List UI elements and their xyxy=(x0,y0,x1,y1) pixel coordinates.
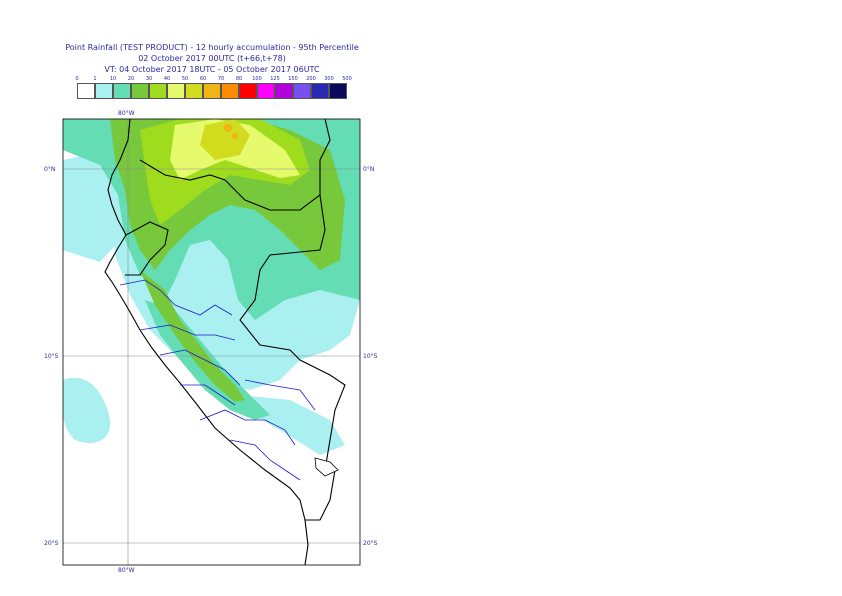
lat-label-left-20: 20°S xyxy=(44,540,59,547)
legend-threshold-label: 50 xyxy=(181,76,189,82)
legend-threshold-label: 150 xyxy=(288,76,298,82)
coastline xyxy=(104,119,309,565)
legend-threshold-label: 200 xyxy=(306,76,316,82)
region-line-4 xyxy=(180,384,236,406)
rain-land-south xyxy=(240,395,345,455)
legend-threshold-label: 80 xyxy=(235,76,243,82)
lat-label-right-20: 20°S xyxy=(363,540,378,547)
legend-swatch xyxy=(329,83,347,99)
legend-swatch xyxy=(275,83,293,99)
legend-threshold-label: 20 xyxy=(127,76,135,82)
legend-swatch xyxy=(239,83,257,99)
legend-swatch xyxy=(95,83,113,99)
rain-band-60 xyxy=(224,124,232,132)
region-line-2 xyxy=(139,324,236,341)
region-line-5 xyxy=(199,409,296,446)
validity-time-label: VT: 04 October 2017 18UTC - 05 October 2… xyxy=(104,65,320,74)
legend-swatch xyxy=(113,83,131,99)
region-line-3 xyxy=(159,349,241,386)
legend-threshold-label: 40 xyxy=(163,76,171,82)
lat-label-left-10: 10°S xyxy=(44,353,59,360)
region-line-7 xyxy=(244,379,316,411)
legend-swatch xyxy=(185,83,203,99)
rain-band-60-b xyxy=(232,133,238,139)
legend-threshold-label: 1 xyxy=(93,76,97,82)
legend-swatch xyxy=(77,83,95,99)
legend-swatch xyxy=(131,83,149,99)
legend-threshold-label: 30 xyxy=(145,76,153,82)
map-frame xyxy=(62,118,361,566)
regional-borders xyxy=(119,279,316,481)
legend-threshold-label: 300 xyxy=(324,76,334,82)
region-line-6 xyxy=(229,439,301,481)
rain-band-50 xyxy=(200,119,250,160)
border-colombia-ecuador-peru xyxy=(139,119,331,211)
rain-ocean-north xyxy=(63,150,120,262)
legend-swatch xyxy=(149,83,167,99)
graticule xyxy=(63,119,360,565)
border-ecuador-peru xyxy=(125,221,169,276)
lat-label-left-0: 0°N xyxy=(44,166,56,173)
legend-swatch xyxy=(203,83,221,99)
rain-band-20-andes xyxy=(140,270,245,402)
lon-label-top: 80°W xyxy=(118,110,135,117)
lat-label-right-0: 0°N xyxy=(363,166,375,173)
region-line-1 xyxy=(119,279,233,316)
legend-swatch xyxy=(167,83,185,99)
legend-swatch xyxy=(257,83,275,99)
legend-swatch xyxy=(311,83,329,99)
legend-threshold-label: 0 xyxy=(75,76,79,82)
legend-threshold-label: 100 xyxy=(252,76,262,82)
legend-threshold-label: 60 xyxy=(199,76,207,82)
legend-swatch xyxy=(221,83,239,99)
legend-threshold-label: 500 xyxy=(342,76,352,82)
map-title: Point Rainfall (TEST PRODUCT) - 12 hourl… xyxy=(65,43,359,52)
legend-threshold-label: 125 xyxy=(270,76,280,82)
forecast-run-label: 02 October 2017 00UTC (t+66,t+78) xyxy=(138,54,286,63)
lon-label-bottom: 80°W xyxy=(118,567,135,574)
legend-threshold-label: 70 xyxy=(217,76,225,82)
lat-label-right-10: 10°S xyxy=(363,353,378,360)
legend-threshold-label: 10 xyxy=(109,76,117,82)
legend-swatch xyxy=(293,83,311,99)
rain-ocean-south xyxy=(63,377,111,444)
lake-titicaca xyxy=(314,457,339,477)
